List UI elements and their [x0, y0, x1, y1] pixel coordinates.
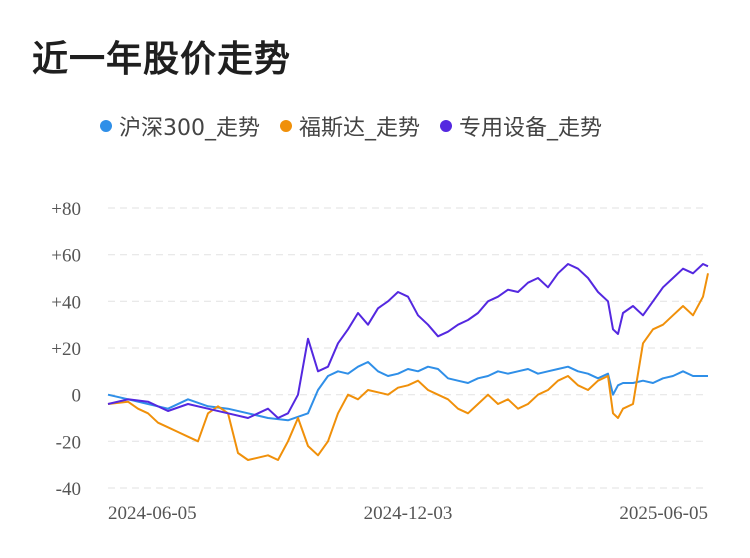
y-tick-label: 0	[72, 386, 82, 407]
series-line-1	[107, 273, 709, 461]
y-tick-label: +80	[51, 199, 81, 220]
x-tick-label: 2025-06-05	[619, 503, 708, 524]
chart-title: 近一年股价走势	[32, 39, 292, 80]
y-tick-label: -20	[56, 432, 81, 453]
y-tick-label: +40	[51, 292, 81, 313]
series-lines	[107, 263, 709, 461]
legend-item-special-equipment[interactable]: 专用设备_走势	[440, 110, 602, 142]
series-line-2	[107, 263, 709, 419]
legend-marker-hs300	[100, 120, 112, 132]
grid-lines	[108, 207, 708, 489]
y-tick-label: +60	[51, 246, 81, 267]
legend-item-fusida[interactable]: 福斯达_走势	[280, 110, 420, 142]
legend: 沪深300_走势 福斯达_走势 专用设备_走势	[100, 110, 622, 142]
legend-marker-fusida	[280, 120, 292, 132]
series-line-0	[107, 361, 708, 422]
legend-label-special-equipment: 专用设备_走势	[459, 116, 603, 141]
x-tick-label: 2024-06-05	[108, 503, 197, 524]
x-axis-ticks: 2024-06-05 2024-12-03 2025-06-05	[108, 503, 708, 524]
y-tick-label: -40	[56, 479, 81, 500]
legend-marker-special-equipment	[440, 120, 453, 132]
y-axis-ticks: +80 +60 +40 +20 0 -20 -40	[51, 199, 81, 500]
x-tick-label: 2024-12-03	[364, 503, 453, 524]
legend-label-fusida: 福斯达_走势	[299, 116, 421, 141]
y-tick-label: +20	[51, 339, 81, 360]
legend-item-hs300[interactable]: 沪深300_走势	[100, 110, 260, 142]
legend-label-hs300: 沪深300_走势	[119, 116, 260, 141]
